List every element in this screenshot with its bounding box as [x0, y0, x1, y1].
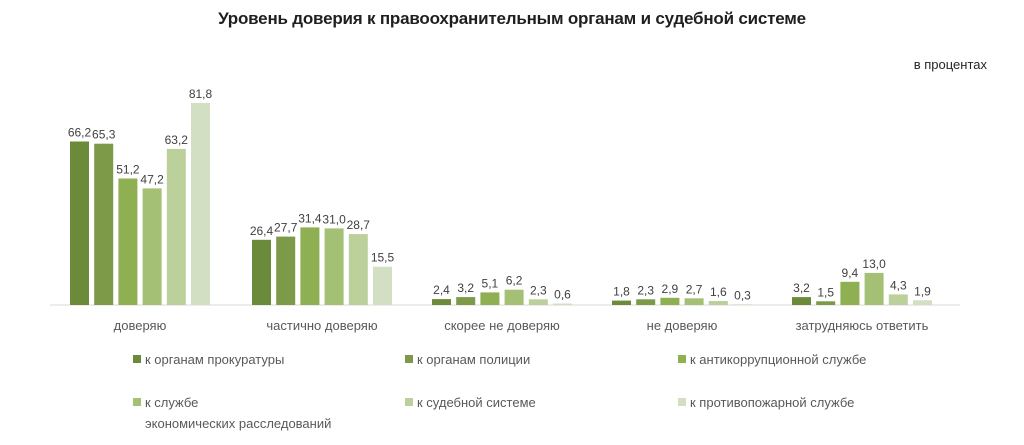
- data-label: 2,9: [662, 282, 679, 296]
- bar: [660, 297, 680, 305]
- legend-swatch: [133, 398, 141, 406]
- data-label: 2,4: [433, 283, 450, 297]
- bar: [528, 299, 548, 305]
- data-label: 9,4: [842, 266, 859, 280]
- bar: [864, 272, 884, 305]
- data-label: 63,2: [165, 133, 189, 147]
- bar: [816, 301, 836, 305]
- bar: [708, 301, 728, 305]
- bar: [480, 292, 500, 305]
- data-label: 0,3: [734, 288, 751, 302]
- legend-swatch: [405, 398, 413, 406]
- data-label: 51,2: [116, 163, 140, 177]
- data-label: 3,2: [793, 281, 810, 295]
- data-label: 1,8: [613, 285, 630, 299]
- data-label: 4,3: [890, 278, 907, 292]
- data-label: 15,5: [371, 251, 395, 265]
- legend-swatch: [678, 355, 686, 363]
- data-label: 28,7: [347, 218, 371, 232]
- legend-item: к органам полиции: [405, 351, 530, 368]
- legend-item: к противопожарной службе: [678, 394, 854, 411]
- bar: [888, 294, 908, 305]
- bar: [636, 299, 656, 305]
- legend-label: к органам полиции: [417, 352, 531, 367]
- data-label: 1,6: [710, 285, 727, 299]
- data-label: 31,0: [322, 212, 346, 226]
- bar: [276, 236, 296, 305]
- bar: [553, 303, 572, 305]
- legend-label-line2: экономических расследований: [145, 416, 332, 431]
- bar: [94, 143, 114, 305]
- bar: [191, 103, 210, 305]
- bar: [684, 298, 704, 305]
- data-label: 66,2: [68, 126, 92, 140]
- legend-label: к антикоррупционной службе: [690, 352, 867, 367]
- legend-label: к судебной системе: [417, 395, 536, 410]
- bar: [142, 188, 162, 305]
- category-label: доверяю: [114, 318, 167, 333]
- bar: [348, 234, 368, 305]
- data-label: 2,3: [637, 283, 654, 297]
- bar: [373, 266, 392, 305]
- chart-title: Уровень доверия к правоохранительным орг…: [218, 9, 806, 28]
- bar: [504, 289, 524, 305]
- category-label: не доверяю: [647, 318, 718, 333]
- bar: [324, 228, 344, 305]
- data-label: 27,7: [274, 221, 298, 235]
- data-label: 0,6: [554, 288, 571, 302]
- units-note: в процентах: [913, 57, 987, 72]
- bar: [612, 300, 631, 305]
- data-label: 81,8: [189, 87, 213, 101]
- legend-item: к судебной системе: [405, 394, 536, 411]
- data-label: 6,2: [506, 274, 523, 288]
- legend-swatch: [405, 355, 413, 363]
- data-label: 2,3: [530, 283, 547, 297]
- legend-item: к антикоррупционной службе: [678, 351, 866, 368]
- bar: [792, 297, 811, 305]
- legend-label: к органам прокуратуры: [145, 352, 285, 367]
- data-label: 1,9: [914, 284, 931, 298]
- legend-item: к органам прокуратуры: [133, 351, 284, 368]
- bar: [300, 227, 320, 305]
- bar: [70, 141, 89, 305]
- data-label: 31,4: [298, 211, 322, 225]
- data-label: 65,3: [92, 128, 116, 142]
- bar: [432, 299, 451, 305]
- data-label: 1,5: [817, 285, 834, 299]
- category-label: затрудняюсь ответить: [796, 318, 929, 333]
- bar: [456, 297, 476, 305]
- category-label: частично доверяю: [266, 318, 377, 333]
- category-label: скорее не доверяю: [444, 318, 560, 333]
- legend-label: к службе: [145, 395, 199, 410]
- bar: [118, 178, 138, 305]
- legend-swatch: [133, 355, 141, 363]
- data-label: 26,4: [250, 224, 274, 238]
- legend-item: к службе экономических расследований: [133, 394, 331, 432]
- data-label: 5,1: [482, 276, 499, 290]
- bar: [913, 300, 932, 305]
- bar: [733, 304, 752, 305]
- bar: [166, 148, 186, 305]
- bar: [840, 281, 860, 305]
- data-label: 47,2: [140, 172, 164, 186]
- data-label: 2,7: [686, 282, 703, 296]
- bar: [252, 239, 271, 305]
- legend-swatch: [678, 398, 686, 406]
- data-label: 3,2: [457, 281, 474, 295]
- legend-label: к противопожарной службе: [690, 395, 855, 410]
- data-label: 13,0: [862, 257, 886, 271]
